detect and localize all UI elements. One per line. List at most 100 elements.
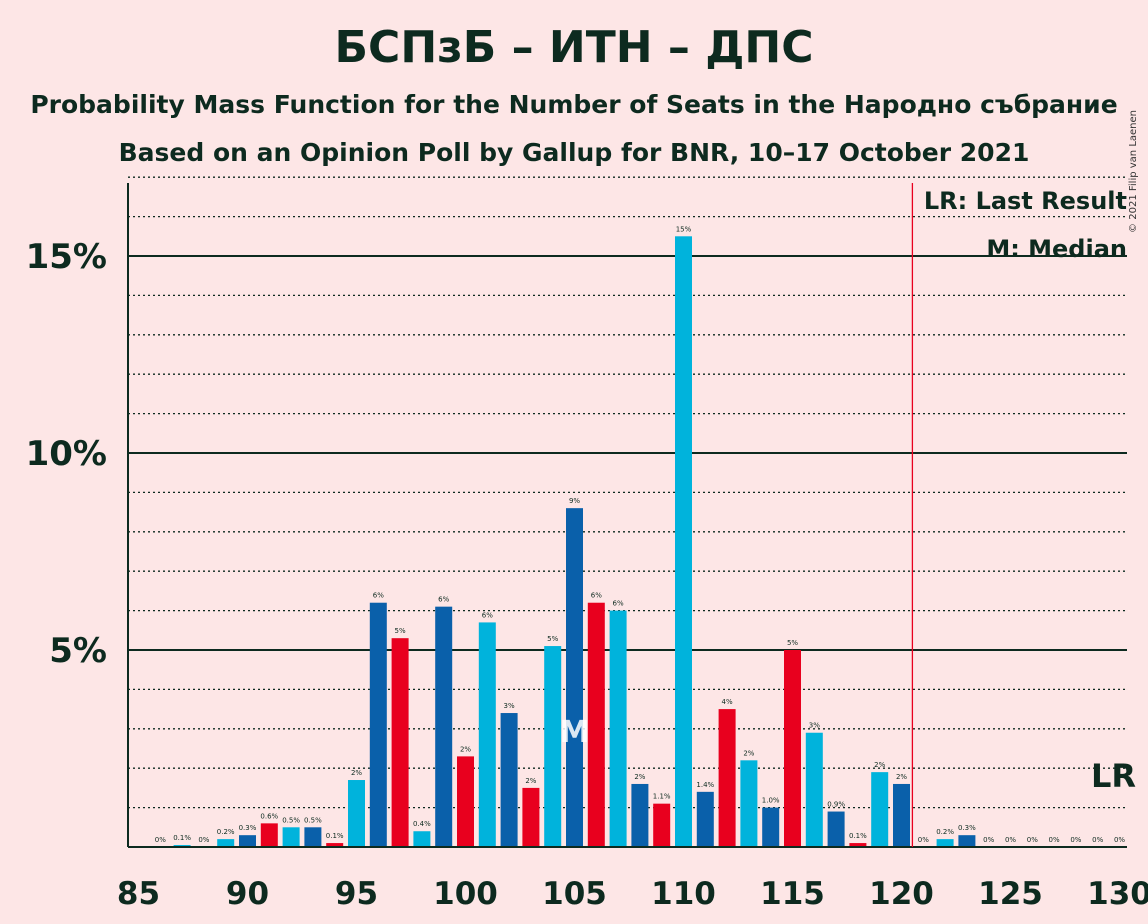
bar-label-seat-126: 0% bbox=[1027, 836, 1038, 844]
bar-label-seat-120: 2% bbox=[896, 773, 907, 781]
bar-seat-98 bbox=[413, 831, 431, 847]
bar-label-seat-110: 15% bbox=[676, 225, 692, 233]
bar-label-seat-92: 0.5% bbox=[282, 816, 300, 824]
x-tick-label: 100 bbox=[433, 876, 498, 912]
bar-seat-109 bbox=[653, 803, 671, 847]
bar-label-seat-118: 0.1% bbox=[849, 832, 867, 840]
bar-label-seat-86: 0% bbox=[155, 836, 166, 844]
bar-seat-105 bbox=[566, 508, 583, 847]
bar-label-seat-129: 0% bbox=[1092, 836, 1103, 844]
x-tick-label: 90 bbox=[226, 876, 269, 912]
bar-label-seat-123: 0.3% bbox=[958, 824, 976, 832]
bar-seat-113 bbox=[740, 760, 758, 847]
bar-label-seat-117: 0.9% bbox=[827, 801, 845, 809]
bar-seat-107 bbox=[609, 610, 627, 847]
bar-label-seat-101: 6% bbox=[482, 611, 493, 619]
bar-seat-96 bbox=[369, 602, 387, 847]
bar-label-seat-122: 0.2% bbox=[936, 828, 954, 836]
bar-label-seat-98: 0.4% bbox=[413, 820, 431, 828]
bar-label-seat-106: 6% bbox=[591, 592, 602, 600]
y-tick-label: 10% bbox=[26, 434, 107, 474]
bar-seat-118 bbox=[849, 843, 867, 847]
bar-seat-90 bbox=[239, 835, 256, 847]
y-tick-label: 5% bbox=[49, 631, 107, 671]
bar-label-seat-99: 6% bbox=[438, 596, 449, 604]
bar-seat-108 bbox=[631, 783, 649, 847]
bar-seat-94 bbox=[326, 843, 344, 847]
bar-label-seat-94: 0.1% bbox=[326, 832, 344, 840]
x-tick-label: 110 bbox=[651, 876, 716, 912]
bar-seat-117 bbox=[827, 811, 845, 847]
bar-seat-106 bbox=[587, 602, 605, 847]
last-result-marker: LR bbox=[1091, 757, 1136, 795]
bar-label-seat-87: 0.1% bbox=[173, 834, 191, 842]
x-tick-label: 95 bbox=[335, 876, 378, 912]
bar-labels-layer: 0% 0.1% 0%0.2% 0.3%0.6% 0.5% 0.5%0.1%2%6%5%0.… bbox=[155, 225, 1126, 844]
bar-seat-97 bbox=[391, 638, 409, 847]
bar-label-seat-88: 0% bbox=[198, 836, 209, 844]
bar-label-seat-125: 0% bbox=[1005, 836, 1016, 844]
bar-label-seat-113: 2% bbox=[743, 749, 754, 757]
bar-seat-89 bbox=[217, 839, 235, 847]
legend-median: M: Median bbox=[986, 235, 1127, 263]
bar-label-seat-93: 0.5% bbox=[304, 816, 322, 824]
bar-label-seat-128: 0% bbox=[1070, 836, 1081, 844]
bar-label-seat-127: 0% bbox=[1049, 836, 1060, 844]
bar-seat-112 bbox=[718, 709, 736, 847]
bar-seat-116 bbox=[805, 732, 823, 847]
x-tick-label: 85 bbox=[117, 876, 160, 912]
bar-seat-93 bbox=[304, 827, 322, 847]
bars-layer bbox=[173, 236, 976, 848]
bar-label-seat-111: 1.4% bbox=[696, 781, 714, 789]
chart-source: Based on an Opinion Poll by Gallup for B… bbox=[118, 138, 1030, 167]
bar-label-seat-97: 5% bbox=[395, 627, 406, 635]
bar-label-seat-105: 9% bbox=[569, 497, 580, 505]
bar-label-seat-116: 3% bbox=[809, 722, 820, 730]
bar-seat-111 bbox=[696, 791, 714, 847]
bar-seat-103 bbox=[522, 787, 540, 847]
bar-seat-115 bbox=[784, 650, 801, 847]
bar-label-seat-112: 4% bbox=[722, 698, 733, 706]
bar-label-seat-109: 1.1% bbox=[653, 793, 671, 801]
median-marker: M bbox=[560, 715, 590, 750]
bar-seat-123 bbox=[958, 835, 976, 847]
bar-label-seat-115: 5% bbox=[787, 639, 798, 647]
bar-seat-92 bbox=[282, 827, 300, 847]
bar-label-seat-100: 2% bbox=[460, 745, 471, 753]
bar-seat-99 bbox=[435, 606, 453, 847]
bar-seat-119 bbox=[871, 772, 889, 847]
bar-seat-102 bbox=[500, 713, 518, 847]
axes-layer: 5% 10% 15% 85 90 95 100 105 110 115 120 125 130 bbox=[26, 183, 1148, 912]
x-tick-label: 105 bbox=[542, 876, 607, 912]
bar-label-seat-119: 2% bbox=[874, 761, 885, 769]
x-tick-label: 130 bbox=[1087, 876, 1148, 912]
bar-seat-100 bbox=[457, 756, 474, 847]
bar-seat-95 bbox=[348, 780, 365, 847]
bar-label-seat-130: 0% bbox=[1114, 836, 1125, 844]
bar-label-seat-103: 2% bbox=[525, 777, 536, 785]
bar-label-seat-107: 6% bbox=[613, 600, 624, 608]
bar-label-seat-95: 2% bbox=[351, 769, 362, 777]
overlay-layer: LR M bbox=[560, 183, 1136, 847]
chart-subtitle: Probability Mass Function for the Number… bbox=[30, 90, 1118, 119]
bar-label-seat-91: 0.6% bbox=[260, 812, 278, 820]
bar-label-seat-124: 0% bbox=[983, 836, 994, 844]
bar-seat-104 bbox=[544, 646, 562, 847]
bar-label-seat-90: 0.3% bbox=[239, 824, 257, 832]
bar-label-seat-114: 1.0% bbox=[762, 797, 780, 805]
bar-label-seat-89: 0.2% bbox=[217, 828, 235, 836]
bar-seat-122 bbox=[936, 839, 954, 847]
bar-label-seat-121: 0% bbox=[918, 836, 929, 844]
bar-seat-120 bbox=[893, 783, 910, 847]
bar-seat-101 bbox=[478, 622, 496, 847]
x-tick-label: 125 bbox=[978, 876, 1043, 912]
chart-title: БСПзБ – ИТН – ДПС bbox=[334, 22, 814, 73]
y-tick-label: 15% bbox=[26, 237, 107, 277]
bar-seat-114 bbox=[762, 807, 780, 847]
x-tick-label: 115 bbox=[760, 876, 825, 912]
bar-seat-91 bbox=[260, 823, 278, 847]
legend-last-result: LR: Last Result bbox=[924, 187, 1127, 215]
bar-label-seat-102: 3% bbox=[504, 702, 515, 710]
bar-label-seat-108: 2% bbox=[634, 773, 645, 781]
